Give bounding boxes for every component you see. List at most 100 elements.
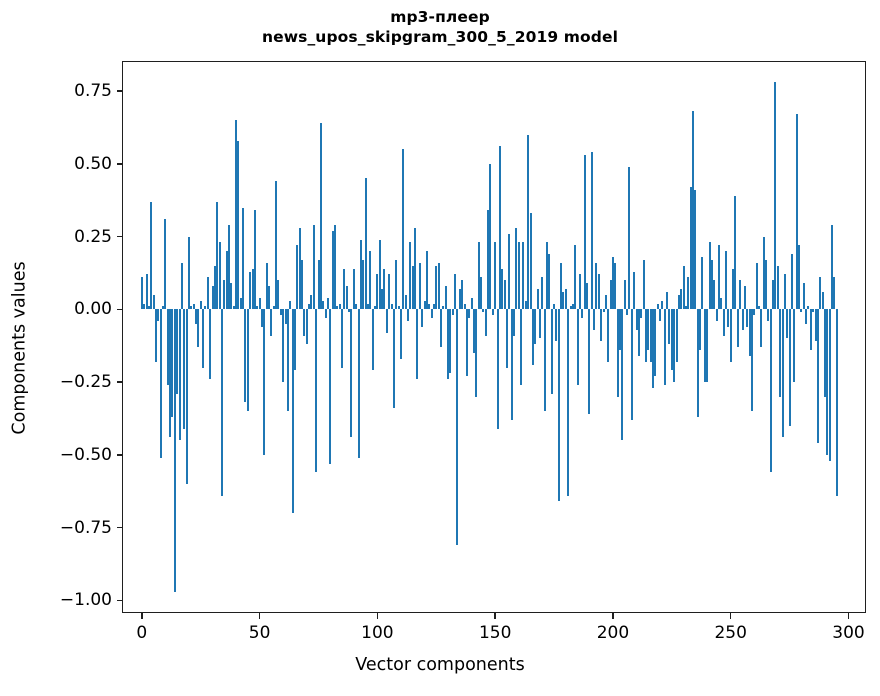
y-tick-mark [116, 308, 123, 311]
bar [795, 114, 798, 310]
x-tick-label: 50 [248, 623, 271, 643]
bar [633, 271, 636, 310]
bar [652, 309, 654, 388]
chart-title-line-1: mp3-плеер [390, 8, 490, 26]
bar [298, 227, 301, 310]
bar [159, 309, 162, 458]
y-tick-mark [116, 599, 123, 602]
bar [463, 303, 466, 310]
bar [284, 309, 287, 324]
bar [722, 309, 725, 336]
bar [687, 277, 690, 310]
bar [793, 309, 796, 383]
bar [421, 309, 424, 327]
bar [491, 309, 494, 316]
bar [689, 187, 692, 310]
bar [807, 306, 810, 310]
plot-axes: 0.75 0.50 0.25 0.00 −0.25 −0.50 −0.75 −1.00 0 50 1… [60, 61, 866, 643]
bar [204, 306, 207, 310]
bar [536, 288, 539, 310]
bar [715, 309, 718, 321]
bar [692, 111, 695, 310]
bar [352, 268, 355, 310]
bar [682, 265, 685, 310]
bar [729, 309, 732, 362]
bar [668, 309, 671, 345]
bar [527, 134, 530, 310]
bar [270, 309, 273, 336]
bar [623, 280, 626, 310]
bar [206, 277, 209, 310]
bar [178, 309, 181, 441]
bar [739, 280, 742, 310]
bar [628, 166, 631, 310]
y-tick-label: −0.75 [59, 517, 112, 538]
bar [230, 283, 233, 310]
bar [600, 309, 603, 342]
bar [388, 274, 391, 310]
bar [637, 309, 640, 356]
bar [586, 283, 589, 310]
bar [684, 306, 687, 310]
bar [800, 309, 803, 313]
bar [465, 309, 468, 377]
bar [362, 259, 365, 310]
x-tick-label: 100 [361, 623, 394, 643]
bar [546, 242, 548, 310]
bar [619, 309, 622, 351]
bar [435, 265, 438, 310]
bar [663, 309, 666, 385]
bar [152, 294, 155, 310]
bar [529, 213, 532, 310]
bar [727, 309, 730, 327]
bar [447, 309, 450, 380]
bar [211, 286, 214, 310]
bar [336, 306, 339, 310]
bar [538, 309, 541, 339]
bar [437, 262, 440, 310]
bar [732, 268, 735, 310]
bar [171, 309, 174, 418]
bar [197, 309, 200, 348]
x-tick-mark [729, 612, 732, 619]
bar [489, 163, 492, 310]
bar [202, 309, 205, 368]
bar [442, 306, 445, 310]
bar [480, 277, 483, 310]
bar [494, 242, 497, 310]
bar [812, 309, 815, 313]
x-tick-mark [141, 612, 143, 619]
bar [593, 309, 596, 330]
bar [635, 309, 638, 330]
bar [286, 309, 289, 412]
bar [819, 277, 822, 310]
bar [461, 280, 464, 310]
bar [701, 256, 704, 310]
bar [642, 259, 645, 310]
bar [315, 309, 318, 473]
bar [265, 262, 268, 310]
bar [550, 309, 553, 394]
bar [279, 309, 282, 316]
bar [246, 309, 249, 412]
bar [725, 251, 728, 310]
bar [150, 201, 153, 310]
bar [428, 303, 431, 310]
bar [720, 297, 723, 310]
bar [253, 210, 256, 310]
bar [232, 306, 235, 310]
x-tick-label: 300 [832, 623, 865, 643]
bar [225, 251, 228, 310]
bar [781, 309, 784, 438]
y-tick-label: 0.00 [74, 299, 112, 320]
bar [244, 309, 247, 403]
bar [661, 300, 664, 310]
bar [272, 306, 275, 310]
bar [454, 274, 457, 310]
bar [477, 242, 480, 310]
bar [326, 297, 329, 310]
bar [508, 233, 511, 310]
x-tick-label: 0 [136, 623, 148, 643]
bar [713, 280, 716, 310]
x-tick-mark [258, 612, 261, 619]
